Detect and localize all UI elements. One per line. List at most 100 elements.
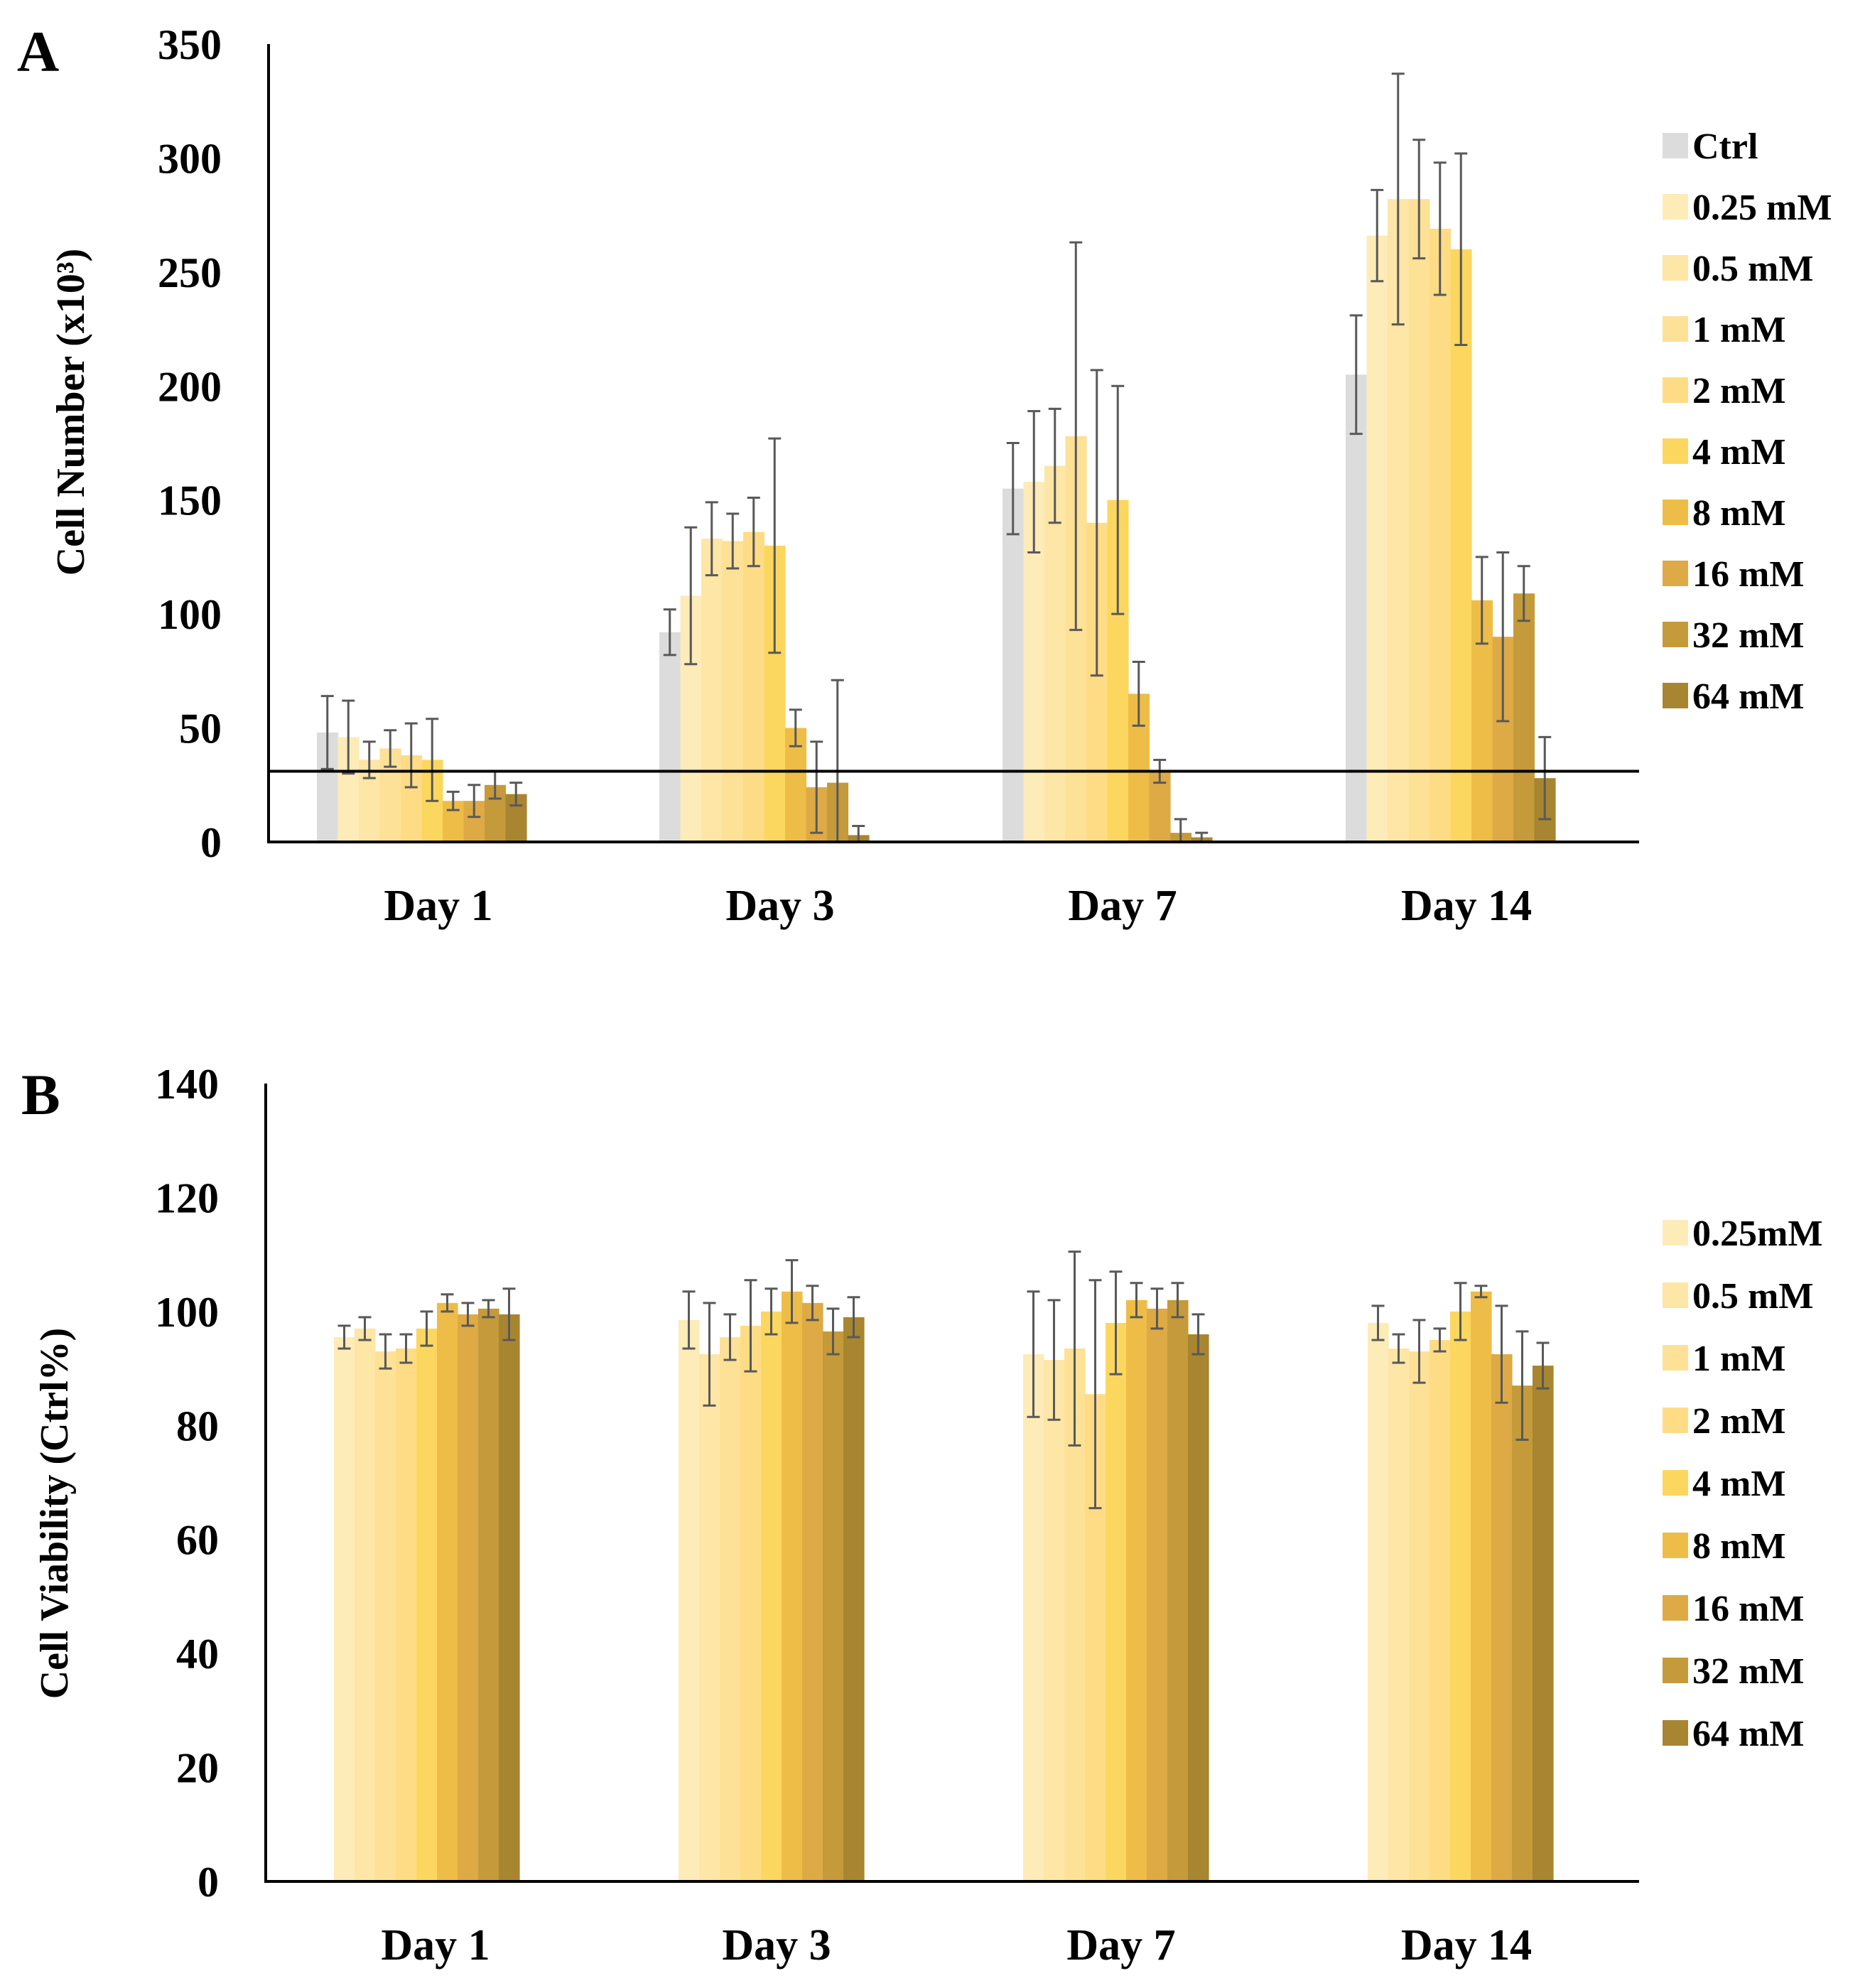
panel-a-error-bar [1391,72,1405,326]
panel-b-legend-label: 0.25mM [1692,1214,1822,1254]
panel-b-bars [334,1250,1554,1881]
panel-b-legend-label: 4 mM [1692,1464,1785,1504]
panel-a-error-bar [768,437,782,654]
panel-a-error-bar [810,740,823,834]
panel-a-error-bar [1090,369,1103,677]
panel-b-bar [1126,1300,1147,1881]
panel-b-error-bar [682,1290,696,1350]
panel-b-y-axis-title: Cell Viability (Ctrl%) [33,1328,77,1700]
panel-a-bar [1408,199,1430,842]
panel-a-bar [1513,593,1535,842]
panel-a-legend-swatch [1663,622,1688,647]
panel-a-y-tick-label: 50 [179,706,222,752]
panel-a-legend-label: 64 mM [1692,676,1804,717]
panel-b-legend-swatch [1663,1595,1688,1621]
panel-b-bar [478,1308,499,1881]
panel-a-error-bar [1475,556,1488,645]
panel-a-y-tick-label: 350 [158,21,222,68]
panel-b: B Cell Viability (Ctrl%) 0 20 40 60 80 1… [21,1061,1822,1970]
panel-b-error-bar [744,1279,757,1373]
panel-b-error-bar [1515,1330,1529,1441]
panel-b-error-bar [1412,1319,1426,1384]
panel-b-error-bar [1454,1282,1467,1341]
panel-a-bar [1450,249,1472,842]
panel-a-y-axis-title: Cell Number (x10³) [49,249,93,576]
panel-a-error-bar [1496,551,1510,723]
panel-b-error-bar [1191,1313,1205,1356]
panel-b-bar [458,1314,479,1881]
panel-a-error-bar [1371,188,1384,283]
panel-a-legend-swatch [1663,499,1688,525]
panel-a-category-label: Day 14 [1401,882,1532,930]
panel-b-bar [823,1331,844,1881]
panel-a-y-ticks: 0 50 100 150 200 250 300 350 [158,21,222,866]
panel-b-legend-swatch [1663,1282,1688,1308]
panel-b-error-bar [703,1302,716,1407]
panel-b-bar [375,1351,396,1881]
panel-b-bar [1044,1360,1065,1881]
panel-a-bar [722,541,744,842]
panel-a-bar [701,539,723,842]
panel-b-error-bar [1474,1285,1488,1299]
panel-b-category-label: Day 7 [1066,1921,1175,1970]
panel-a-legend-swatch [1663,133,1688,158]
panel-a-legend-swatch [1663,316,1688,342]
panel-a-y-tick-label: 250 [158,249,222,296]
panel-a-legend-label: 2 mM [1692,371,1785,411]
panel-b-bar [355,1328,376,1881]
panel-b-error-bar [482,1299,495,1319]
panel-a-error-bar [1454,152,1468,347]
panel-b-error-bar [1150,1287,1164,1330]
panel-b-bar [437,1302,458,1881]
panel-b-error-bar [461,1302,475,1327]
panel-b-bar [699,1354,720,1881]
panel-b-bar [761,1311,782,1881]
panel-b-legend-swatch [1663,1533,1688,1558]
panel-b-error-bar [723,1313,737,1361]
panel-a-error-bar [342,699,355,775]
panel-b-legend-label: 8 mM [1692,1526,1785,1567]
panel-a-error-bar [705,501,718,577]
panel-b-legend-label: 2 mM [1692,1401,1785,1442]
panel-b-y-tick-label: 80 [176,1403,219,1449]
panel-b-bar [396,1348,417,1881]
panel-a-x-categories: Day 1 Day 3 Day 7 Day 14 [384,882,1532,930]
panel-a-error-bar [1006,442,1020,536]
panel-b-bar [720,1336,741,1881]
panel-b-legend-swatch [1663,1658,1688,1683]
panel-a-bar [1044,465,1066,842]
panel-b-bar [802,1302,823,1881]
panel-a-legend: Ctrl 0.25 mM 0.5 mM 1 mM 2 mM 4 mM 8 mM … [1663,126,1832,717]
panel-b-error-bar [1433,1327,1447,1353]
panel-b-bar [1512,1385,1533,1881]
panel-b-legend-swatch [1663,1220,1688,1246]
panel-b-x-categories: Day 1 Day 3 Day 7 Day 14 [381,1921,1532,1970]
panel-b-legend-swatch [1663,1470,1688,1496]
panel-a-legend-swatch [1663,255,1688,281]
panel-a-error-bar [1069,241,1083,632]
panel-a-error-bar [1538,735,1552,821]
panel-b-error-bar [1392,1333,1405,1364]
panel-b-error-bar [420,1310,433,1347]
panel-a-error-bar [1027,410,1041,554]
panel-a-error-bar [1412,139,1426,260]
panel-b-error-bar [1088,1279,1102,1510]
panel-b-error-bar [441,1293,454,1313]
panel-a-error-bar [789,708,802,747]
panel-a-legend-swatch [1663,683,1688,708]
panel-b-legend-label: 32 mM [1692,1651,1804,1692]
panel-b-bar [334,1336,355,1881]
panel-b-bar [1167,1300,1189,1881]
panel-b-legend-swatch [1663,1720,1688,1746]
panel-b-y-tick-label: 0 [198,1859,219,1906]
panel-b-error-bar [1027,1290,1040,1418]
panel-b-bar [1388,1348,1410,1881]
panel-b-bar [782,1291,803,1881]
panel-b-bar [1429,1339,1451,1881]
panel-b-error-bar [826,1307,840,1356]
panel-b-y-tick-label: 120 [155,1174,219,1221]
panel-b-legend: 0.25mM 0.5 mM 1 mM 2 mM 4 mM 8 mM 16 mM … [1663,1214,1822,1754]
panel-a-category-label: Day 1 [384,882,492,930]
panel-a-legend-label: 16 mM [1692,554,1804,595]
